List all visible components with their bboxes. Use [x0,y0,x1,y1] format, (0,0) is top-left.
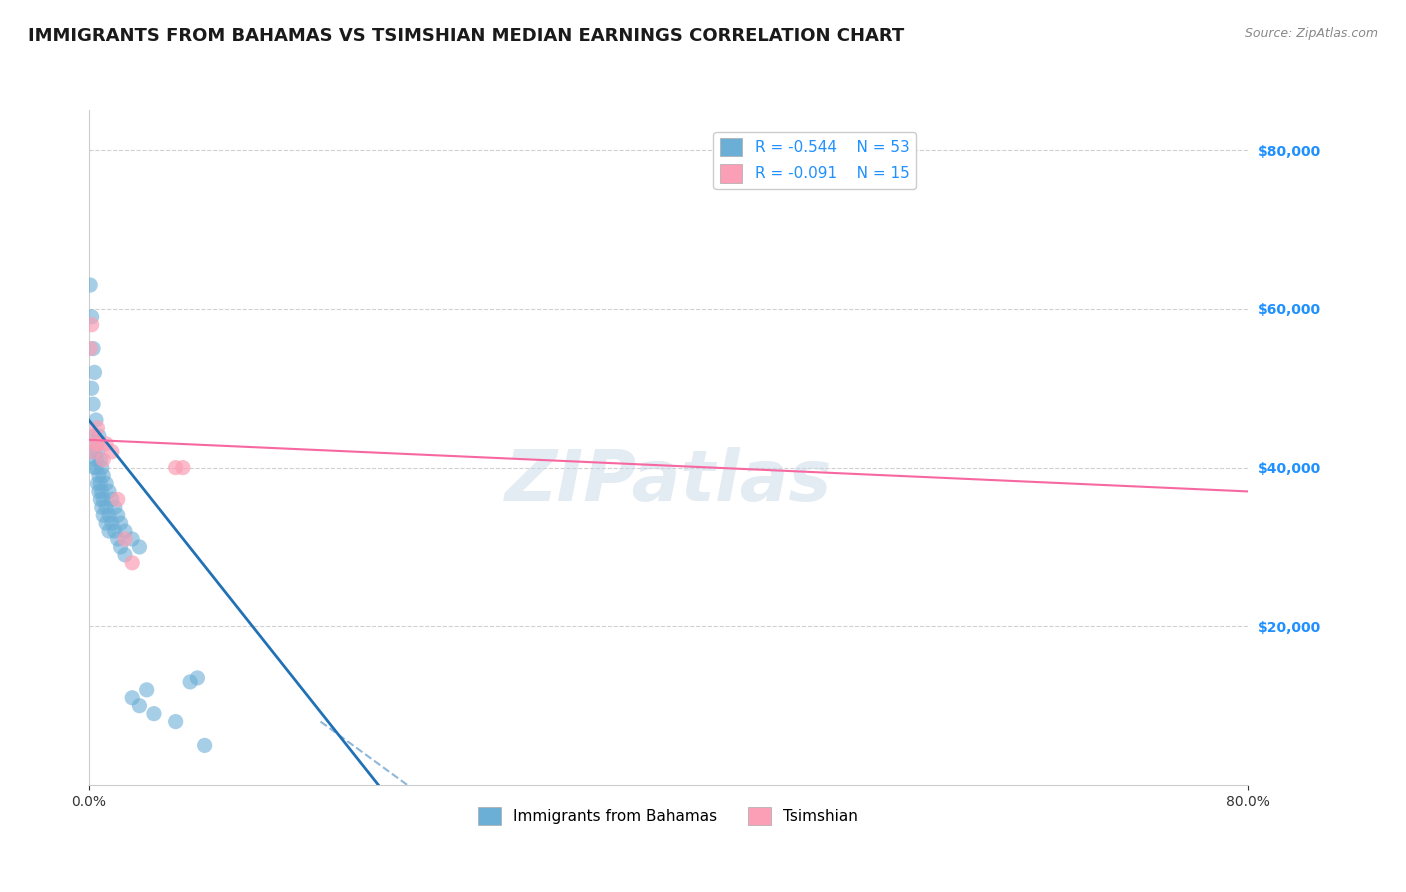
Point [86,421,108,435]
Point [94,516,117,531]
Point [107,492,129,507]
Point [91,452,114,467]
Point [80,381,103,395]
Text: Source: ZipAtlas.com: Source: ZipAtlas.com [1244,27,1378,40]
Point [94,500,117,515]
Point [80,318,103,332]
Point [94,476,117,491]
Point [128,540,150,554]
Point [84,413,107,427]
Point [82,342,104,356]
Point [94,437,117,451]
Point [165,714,187,729]
Point [86,437,108,451]
Point [82,444,104,458]
Point [135,682,157,697]
Point [98,508,121,523]
Point [79,278,101,293]
Point [90,460,112,475]
Point [114,532,136,546]
Point [91,468,114,483]
Point [89,476,111,491]
Point [83,365,105,379]
Point [101,444,124,458]
Text: IMMIGRANTS FROM BAHAMAS VS TSIMSHIAN MEDIAN EARNINGS CORRELATION CHART: IMMIGRANTS FROM BAHAMAS VS TSIMSHIAN MED… [28,27,904,45]
Point [91,508,114,523]
Point [91,492,114,507]
Point [104,500,127,515]
Point [107,508,129,523]
Point [142,706,165,721]
Point [107,532,129,546]
Point [128,698,150,713]
Point [172,460,194,475]
Point [80,310,103,324]
Point [90,484,112,499]
Point [114,548,136,562]
Point [84,452,107,467]
Point [121,690,143,705]
Point [121,556,143,570]
Point [110,540,132,554]
Point [89,452,111,467]
Point [179,674,201,689]
Point [86,476,108,491]
Point [89,437,111,451]
Point [89,492,111,507]
Text: ZIPatlas: ZIPatlas [505,447,832,516]
Point [114,524,136,538]
Point [90,500,112,515]
Point [83,429,105,443]
Point [101,492,124,507]
Point [87,429,110,443]
Point [84,460,107,475]
Legend: Immigrants from Bahamas, Tsimshian: Immigrants from Bahamas, Tsimshian [472,800,865,831]
Point [121,532,143,546]
Point [83,460,105,475]
Point [83,429,105,443]
Point [101,516,124,531]
Point [104,524,127,538]
Point [79,342,101,356]
Point [87,468,110,483]
Point [82,397,104,411]
Point [84,437,107,451]
Point [186,671,208,685]
Point [194,739,217,753]
Point [110,516,132,531]
Point [165,460,187,475]
Point [86,444,108,458]
Point [87,484,110,499]
Point [98,524,121,538]
Point [82,444,104,458]
Point [98,484,121,499]
